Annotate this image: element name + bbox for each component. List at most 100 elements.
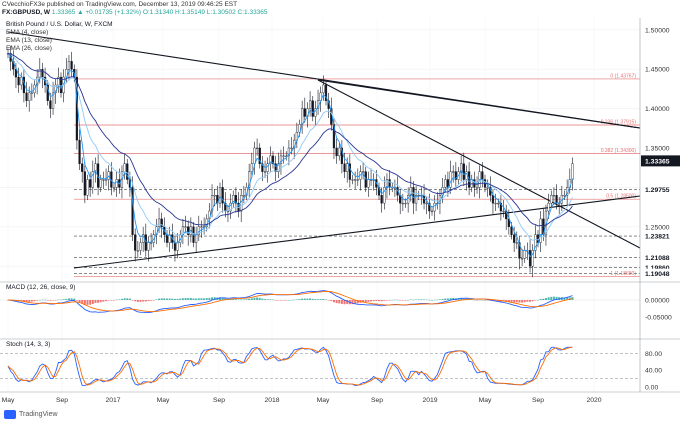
macd-histogram-bar <box>256 297 259 300</box>
candle-body <box>277 163 280 172</box>
legend-ema-26[interactable]: EMA (26, close) <box>6 45 52 52</box>
macd-histogram-bar <box>391 299 394 301</box>
candle-body <box>314 108 317 117</box>
macd-histogram-bar <box>134 300 137 302</box>
macd-histogram-bar <box>409 299 412 301</box>
level-badge-label: 1.19048 <box>645 271 670 278</box>
macd-histogram-bar <box>160 298 163 300</box>
macd-histogram-bar <box>476 300 479 301</box>
candle-body <box>253 147 256 164</box>
level-badge-label: 1.29755 <box>645 187 670 194</box>
macd-histogram-bar <box>367 300 370 302</box>
stoch-tick-label: 40.00 <box>645 368 662 375</box>
candle-body <box>346 163 349 172</box>
macd-histogram-bar <box>544 297 547 300</box>
stoch-d-line <box>7 346 573 386</box>
candle-body <box>481 171 484 180</box>
candle-body <box>444 179 447 188</box>
candle-body <box>250 163 253 172</box>
macd-histogram-bar <box>274 300 277 301</box>
candle-body <box>213 195 216 197</box>
candle-body <box>256 147 259 150</box>
macd-histogram-bar <box>486 300 489 301</box>
time-tick-label: Sep <box>213 397 225 404</box>
macd-histogram-bar <box>417 299 420 300</box>
candle-body <box>351 179 354 181</box>
macd-histogram-bar <box>30 300 33 302</box>
candle-body <box>513 234 516 243</box>
macd-histogram-bar <box>290 299 293 301</box>
macd-histogram-bar <box>113 300 115 301</box>
macd-histogram-bar <box>539 298 542 300</box>
chart-header: CVecchioFX3e published on TradingView.co… <box>2 1 642 17</box>
ema-lines <box>7 53 573 258</box>
candle-body <box>563 195 566 197</box>
macd-histogram-bar <box>33 300 36 302</box>
candle-body <box>173 242 177 251</box>
time-tick-label: 2017 <box>105 397 120 404</box>
candles <box>6 45 574 278</box>
macd-histogram-bar <box>436 299 439 301</box>
macd-histogram-bar <box>250 298 253 300</box>
candle-body <box>91 171 94 188</box>
macd-histogram-bar <box>189 298 192 300</box>
macd-histogram-bar <box>28 300 31 302</box>
candle-body <box>28 92 31 101</box>
macd-histogram-bar <box>343 300 346 305</box>
candle-body <box>89 179 92 188</box>
candle-body <box>41 69 44 78</box>
candle-body <box>433 202 436 212</box>
macd-histogram-bar <box>513 300 516 303</box>
macd-histogram-bar <box>258 297 261 300</box>
stoch-tick-label: 0.00 <box>645 385 658 392</box>
macd-histogram-bar <box>89 300 92 305</box>
macd-histogram-bar <box>224 298 227 300</box>
candle-body <box>14 69 18 78</box>
level-badge-label: 1.21088 <box>645 255 670 262</box>
macd-histogram-bar <box>452 297 455 300</box>
legend-ema-13[interactable]: EMA (13, close) <box>6 37 52 44</box>
macd-histogram-bar <box>179 298 182 300</box>
time-tick-label: May <box>317 397 330 404</box>
legend-ema-4[interactable]: EMA (4, close) <box>6 29 48 36</box>
macd-histogram-bar <box>83 300 86 305</box>
time-tick-label: May <box>157 397 170 404</box>
candle-body <box>338 147 341 157</box>
macd-histogram-bar <box>171 298 174 300</box>
candle-body <box>324 84 328 101</box>
macd-histogram-bar <box>433 299 436 301</box>
candle-body <box>571 163 574 180</box>
ema-26-line <box>7 53 573 227</box>
candle-body <box>263 171 267 173</box>
symbol-label[interactable]: FX:GBPUSD, W <box>2 9 51 16</box>
candle-body <box>136 250 139 252</box>
macd-histogram-bar <box>120 298 123 300</box>
macd-histogram-bar <box>213 297 216 300</box>
fib-level-label: 0.5 (1.28500) <box>606 194 636 200</box>
macd-histogram-bar <box>136 300 139 302</box>
candle-body <box>184 226 187 228</box>
macd-histogram-bar <box>173 298 176 300</box>
macd-histogram-bar <box>478 299 481 301</box>
candle-body <box>234 195 237 204</box>
stoch-k-line <box>7 346 573 387</box>
candle-body <box>550 195 553 204</box>
candle-body <box>510 226 513 235</box>
candle-body <box>282 155 285 157</box>
macd-histogram-bar <box>110 300 113 301</box>
macd-histogram-bar <box>470 299 473 300</box>
macd-histogram-bar <box>142 300 145 302</box>
candle-body <box>271 155 275 164</box>
candle-body <box>165 234 169 243</box>
candle-body <box>94 163 97 172</box>
macd-histogram-bar <box>282 300 285 301</box>
candle-body <box>232 195 235 204</box>
time-tick-label: Sep <box>371 397 383 404</box>
macd-histogram-bar <box>144 300 147 302</box>
footer[interactable]: TradingView <box>4 408 58 420</box>
candle-body <box>218 187 222 204</box>
macd-histogram-bar <box>563 297 566 300</box>
price-tick-label: 1.35000 <box>645 146 670 153</box>
macd-histogram-bar <box>526 300 529 302</box>
